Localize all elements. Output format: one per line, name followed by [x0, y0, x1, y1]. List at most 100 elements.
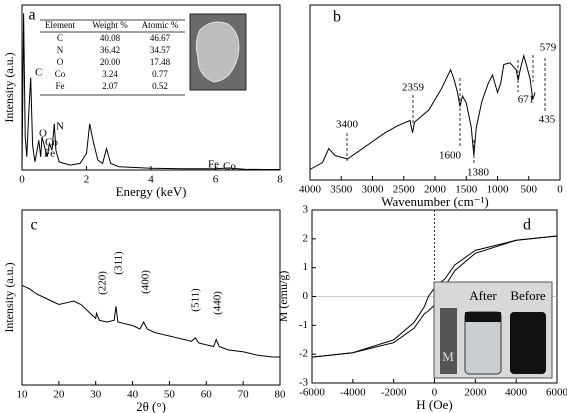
- inset-label: After: [469, 288, 497, 303]
- peak-label: Co: [45, 137, 58, 149]
- x-axis-label: H (Oe): [416, 397, 452, 412]
- panel-label-box: [27, 216, 41, 235]
- x-tick-label: 2000: [464, 387, 487, 399]
- x-axis-label: Wavenumber (cm⁻¹): [381, 194, 489, 209]
- sem-particle: [195, 21, 240, 83]
- peak-label: Co: [223, 161, 236, 173]
- x-tick-label: 10: [17, 389, 29, 401]
- panel-label: b: [333, 9, 341, 26]
- table-cell: 40.08: [100, 33, 121, 43]
- y-tick-label: 0: [303, 290, 309, 302]
- x-tick-label: 70: [238, 389, 250, 401]
- x-tick-label: 80: [275, 389, 287, 401]
- table-cell: 34.57: [150, 45, 171, 55]
- table-header: Element: [45, 20, 75, 30]
- y-tick-label: 3: [303, 204, 309, 216]
- magnet-label: M: [442, 349, 454, 364]
- y-tick-label: -2: [299, 348, 308, 360]
- y-axis-label: Intensity (a.u.): [2, 52, 16, 122]
- x-tick-label: 1500: [455, 184, 478, 196]
- sem-inset: [189, 13, 247, 91]
- peak-label: (400): [140, 270, 152, 294]
- peak-label: O: [39, 128, 47, 140]
- peak-label: 2359: [402, 82, 425, 94]
- panel-label: a: [28, 7, 35, 24]
- table-cell: 3.24: [102, 69, 118, 79]
- table-cell: 20.00: [100, 57, 121, 67]
- panel-label-box: [25, 6, 39, 25]
- panel-label: d: [523, 217, 531, 234]
- peak-label: (220): [97, 271, 109, 295]
- table-cell: N: [57, 45, 64, 55]
- table-cell: O: [57, 57, 64, 67]
- x-tick-label: 30: [90, 389, 102, 401]
- peak-label: Fe: [208, 159, 219, 171]
- x-tick-label: 1000: [487, 184, 510, 196]
- x-tick-label: -4000: [340, 387, 366, 399]
- peak-label: N: [56, 121, 64, 133]
- y-axis-label: M (emu/g): [276, 271, 290, 323]
- y-tick-label: 1: [303, 261, 309, 273]
- table-cell: 0.52: [152, 81, 168, 91]
- series-line: [21, 13, 280, 171]
- table-header: Weight %: [92, 20, 128, 30]
- x-tick-label: 500: [521, 184, 538, 196]
- x-tick-label: 6000: [546, 387, 567, 399]
- table-cell: 36.42: [100, 45, 120, 55]
- magnet: [440, 308, 457, 374]
- x-tick-label: 4000: [505, 387, 528, 399]
- x-tick-label: 60: [201, 389, 213, 401]
- x-tick-label: 6: [213, 174, 219, 186]
- panel-label: c: [30, 217, 37, 234]
- series-line: [21, 284, 280, 358]
- peak-label: 671: [518, 94, 535, 106]
- panel-label-box: [520, 216, 534, 235]
- x-tick-label: 50: [164, 389, 176, 401]
- eds-table: [40, 19, 185, 96]
- peak-label: 435: [539, 114, 556, 126]
- table-cell: 0.77: [152, 69, 168, 79]
- panel-1: 4000 3500 3000 2500 2000 1500 1000 500 0 Wavenumb…: [299, 4, 563, 209]
- dash-lines: [346, 55, 546, 165]
- x-tick-label: 2000: [424, 184, 447, 196]
- peak-label: (511): [190, 288, 202, 312]
- inset-label: Before: [510, 288, 546, 303]
- table-cell: Co: [55, 69, 66, 79]
- x-tick-label: 3000: [362, 184, 385, 196]
- y-tick-label: -1: [299, 319, 308, 331]
- x-axis-label: 2θ (°): [136, 399, 166, 413]
- peak-label: 579: [540, 42, 557, 54]
- x-tick-label: 2: [84, 174, 90, 186]
- peak-label: 1600: [439, 150, 462, 162]
- panel-0: 0 2 4 6 8 Energy (keV) Intensity (a.u.) a Elemen…: [2, 4, 283, 199]
- y-tick-label: 2: [303, 232, 309, 244]
- peak-label: (440): [212, 291, 224, 315]
- x-tick-label: 4: [148, 174, 154, 186]
- x-tick-label: 40: [127, 389, 139, 401]
- y-axis-label: Intensity (a.u.): [2, 262, 16, 332]
- x-tick-label: -6000: [299, 387, 325, 399]
- x-tick-label: 0: [19, 174, 25, 186]
- vial-cap: [465, 312, 501, 322]
- plot-frame: [309, 4, 561, 181]
- photo-inset: After Before M: [433, 281, 553, 379]
- table-header: Atomic %: [142, 20, 179, 30]
- table-cell: 17.48: [150, 57, 171, 67]
- peak-label: Fe: [44, 148, 55, 160]
- x-tick-label: -2000: [381, 387, 407, 399]
- peak-label: 3400: [336, 119, 359, 131]
- x-tick-label: 3500: [330, 184, 353, 196]
- x-tick-label: 20: [53, 389, 65, 401]
- panel-label-box: [330, 8, 344, 27]
- table-cell: 2.07: [102, 81, 118, 91]
- x-tick-label: 2500: [393, 184, 416, 196]
- table-cell: Fe: [56, 81, 65, 91]
- x-tick-label: 0: [432, 387, 438, 399]
- vial-before: [510, 312, 546, 374]
- peak-label: C: [35, 67, 42, 79]
- table-cell: C: [57, 33, 63, 43]
- x-tick-label: 4000: [299, 184, 322, 196]
- table-cell: 46.67: [150, 33, 171, 43]
- plot-frame: [21, 209, 281, 386]
